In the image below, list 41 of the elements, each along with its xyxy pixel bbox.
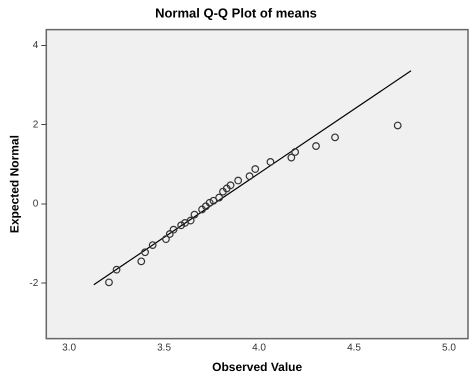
point	[202, 202, 210, 210]
point	[198, 206, 206, 214]
point	[148, 241, 157, 250]
point	[186, 216, 195, 224]
point	[394, 122, 402, 130]
point	[177, 221, 186, 230]
x-tick-label: 3.0	[62, 342, 76, 354]
point	[215, 194, 224, 202]
point	[291, 148, 300, 156]
point	[251, 165, 260, 173]
y-tick-label: -2	[29, 278, 39, 289]
point	[141, 248, 149, 256]
point	[287, 154, 296, 162]
x-tick-label: 3.5	[157, 342, 172, 354]
point	[210, 196, 218, 205]
point	[105, 278, 113, 286]
y-axis-title: Expected Normal	[8, 135, 22, 234]
point	[219, 188, 227, 196]
point	[312, 142, 320, 150]
point	[226, 181, 234, 190]
point	[190, 210, 198, 219]
point	[162, 235, 170, 244]
point	[181, 219, 189, 227]
x-axis-title: Observed Value	[212, 360, 302, 374]
y-tick-label: 2	[32, 119, 39, 130]
point	[331, 133, 339, 142]
x-tick-label: 5.0	[442, 342, 456, 354]
point	[137, 257, 146, 266]
point	[266, 158, 274, 166]
point	[206, 198, 214, 207]
point	[222, 184, 231, 192]
chart-title: Normal Q-Q Plot of means	[155, 5, 317, 20]
x-tick-label: 4.0	[252, 342, 266, 354]
point	[112, 266, 120, 274]
y-tick-label: 0	[32, 198, 39, 210]
y-tick-label: 4	[32, 40, 39, 52]
point	[246, 172, 254, 180]
point	[166, 230, 174, 238]
point	[234, 176, 242, 184]
point	[170, 226, 178, 234]
x-tick-label: 4.5	[347, 342, 362, 354]
